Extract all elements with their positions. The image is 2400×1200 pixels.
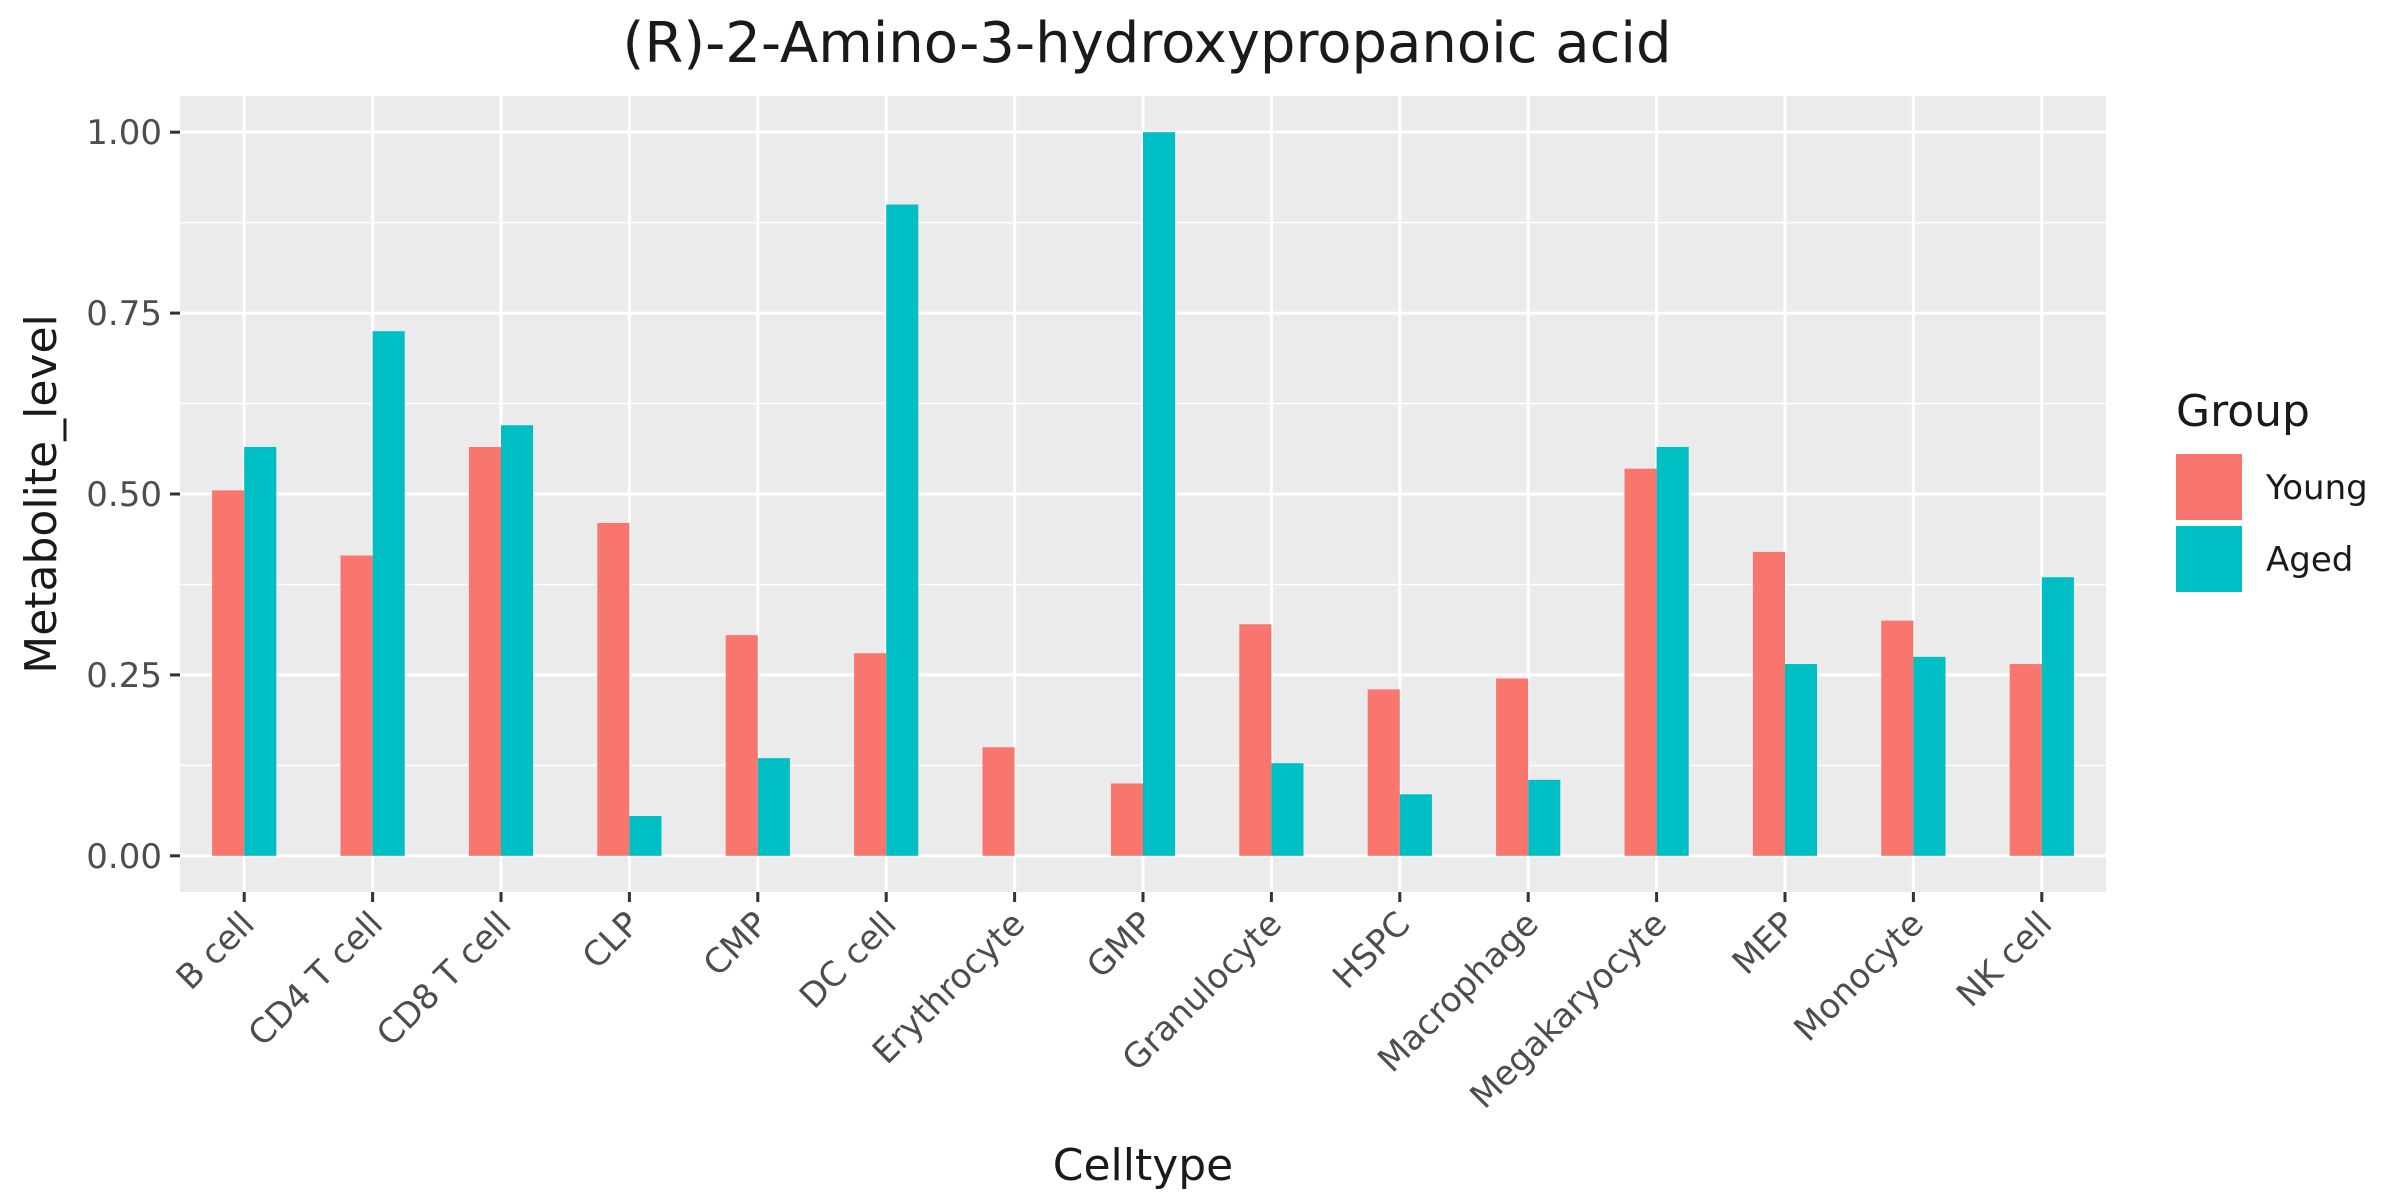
- x-tick-label: B cell: [169, 904, 263, 998]
- bar-young-granulocyte: [1239, 624, 1272, 856]
- bar-aged-hspc: [1399, 794, 1432, 856]
- x-tick-label: MEP: [1725, 904, 1804, 983]
- bar-young-mep: [1752, 551, 1785, 856]
- y-tick-label: 0.50: [86, 475, 162, 515]
- x-tick-label: NK cell: [1949, 904, 2060, 1015]
- bar-aged-granulocyte: [1271, 763, 1304, 856]
- x-tick-label: CLP: [575, 904, 648, 977]
- bar-aged-b-cell: [244, 446, 277, 856]
- y-tick-label: 0.75: [86, 294, 162, 334]
- bar-young-clp: [597, 522, 630, 856]
- bar-young-macrophage: [1496, 678, 1529, 856]
- x-tick-label: CMP: [696, 904, 776, 984]
- legend-title: Group: [2176, 386, 2310, 437]
- bar-aged-megakaryocyte: [1656, 446, 1689, 856]
- bar-young-cmp: [725, 635, 758, 856]
- x-tick-label: HSPC: [1325, 904, 1418, 997]
- bar-young-megakaryocyte: [1624, 468, 1657, 856]
- y-tick-label: 0.00: [86, 837, 162, 877]
- bar-aged-cd4-t-cell: [372, 331, 405, 856]
- y-axis-title: Metabolite_level: [16, 314, 67, 674]
- bar-young-b-cell: [212, 490, 245, 856]
- x-tick-label: CD4 T cell: [241, 904, 391, 1054]
- bar-young-cd8-t-cell: [468, 446, 501, 856]
- bar-aged-mep: [1785, 664, 1818, 856]
- chart-title: (R)-2-Amino-3-hydroxypropanoic acid: [622, 11, 1671, 76]
- x-axis-title: Celltype: [1053, 1140, 1234, 1191]
- bar-aged-cd8-t-cell: [501, 425, 534, 856]
- bar-aged-macrophage: [1528, 779, 1561, 856]
- x-tick-label: CD8 T cell: [369, 904, 519, 1054]
- legend-key-young: [2176, 454, 2242, 520]
- bar-young-cd4-t-cell: [340, 555, 373, 856]
- bar-young-dc-cell: [854, 653, 887, 856]
- x-tick-label: DC cell: [792, 904, 905, 1017]
- bar-aged-dc-cell: [886, 204, 919, 856]
- bar-young-hspc: [1367, 689, 1400, 856]
- bar-aged-gmp: [1143, 132, 1176, 856]
- legend-label-aged: Aged: [2266, 540, 2353, 580]
- bar-young-nk-cell: [2009, 664, 2042, 856]
- bar-young-gmp: [1110, 783, 1143, 856]
- bar-young-monocyte: [1881, 620, 1914, 856]
- legend: Group Young Aged: [2176, 386, 2368, 592]
- legend-label-young: Young: [2265, 468, 2368, 508]
- x-tick-label: Monocyte: [1786, 904, 1931, 1049]
- legend-items: Young Aged: [2176, 454, 2368, 592]
- bar-young-erythrocyte: [982, 747, 1015, 856]
- bar-aged-clp: [629, 816, 662, 856]
- legend-key-aged: [2176, 526, 2242, 592]
- y-tick-label: 1.00: [86, 113, 162, 153]
- bar-aged-nk-cell: [2041, 577, 2074, 856]
- y-tick-label: 0.25: [86, 656, 162, 696]
- bar-aged-cmp: [757, 758, 790, 856]
- bars-layer: [212, 132, 2074, 856]
- bar-aged-monocyte: [1913, 656, 1946, 856]
- x-tick-label: GMP: [1079, 904, 1161, 986]
